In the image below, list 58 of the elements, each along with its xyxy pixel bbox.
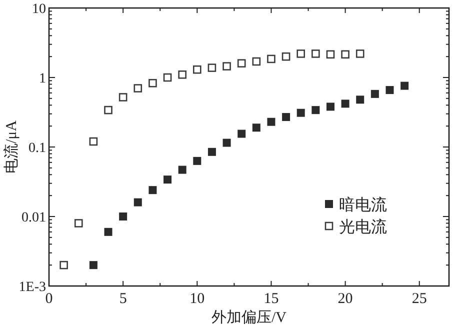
point: [312, 106, 320, 114]
y-tick-label: 10: [32, 2, 46, 17]
x-tick-label: 15: [264, 291, 279, 307]
point: [74, 219, 83, 228]
point: [119, 212, 128, 220]
point: [222, 62, 231, 70]
x-tick-label: 0: [45, 291, 53, 307]
point: [370, 90, 379, 98]
point: [164, 176, 172, 184]
x-axis-title: 外加偏压/V: [212, 309, 287, 326]
point: [282, 113, 290, 122]
y-tick-label: 1E-3: [18, 280, 46, 295]
point: [312, 50, 320, 58]
point: [163, 73, 172, 82]
point: [386, 86, 394, 94]
point: [134, 84, 142, 92]
point: [356, 96, 364, 104]
point: [104, 228, 112, 236]
point: [238, 130, 246, 138]
point: [222, 138, 231, 147]
point: [178, 166, 186, 174]
point: [193, 65, 202, 74]
point: [296, 108, 305, 117]
point: [60, 260, 68, 270]
point: [252, 57, 261, 66]
point: [208, 148, 216, 156]
point: [89, 137, 98, 146]
x-tick-label: 5: [119, 291, 127, 307]
point: [267, 118, 276, 126]
point: [193, 156, 202, 165]
point: [267, 54, 276, 64]
x-tick-label: 10: [190, 291, 205, 307]
x-tick-label: 25: [412, 291, 427, 307]
point: [118, 93, 128, 102]
y-tick-label: 0.01: [22, 210, 46, 226]
point: [237, 59, 246, 68]
point: [296, 50, 305, 58]
point: [326, 102, 334, 111]
point: [341, 50, 350, 59]
point: [148, 186, 157, 194]
point: [89, 261, 98, 270]
point: [282, 52, 290, 61]
point: [252, 124, 260, 132]
point: [326, 50, 335, 59]
point: [134, 198, 142, 206]
point: [148, 78, 157, 88]
legend-label: 光电流: [339, 218, 387, 236]
y-tick-label: 0.1: [28, 141, 46, 156]
point: [178, 70, 186, 79]
point: [356, 50, 364, 58]
y-tick-label: 1: [39, 72, 46, 86]
legend-label: 暗电流: [339, 196, 387, 214]
y-axis-title: 电流/μA: [3, 120, 20, 174]
x-tick-label: 20: [338, 291, 353, 307]
point: [208, 64, 216, 72]
point: [341, 100, 350, 108]
point: [104, 106, 112, 114]
point: [400, 82, 409, 90]
